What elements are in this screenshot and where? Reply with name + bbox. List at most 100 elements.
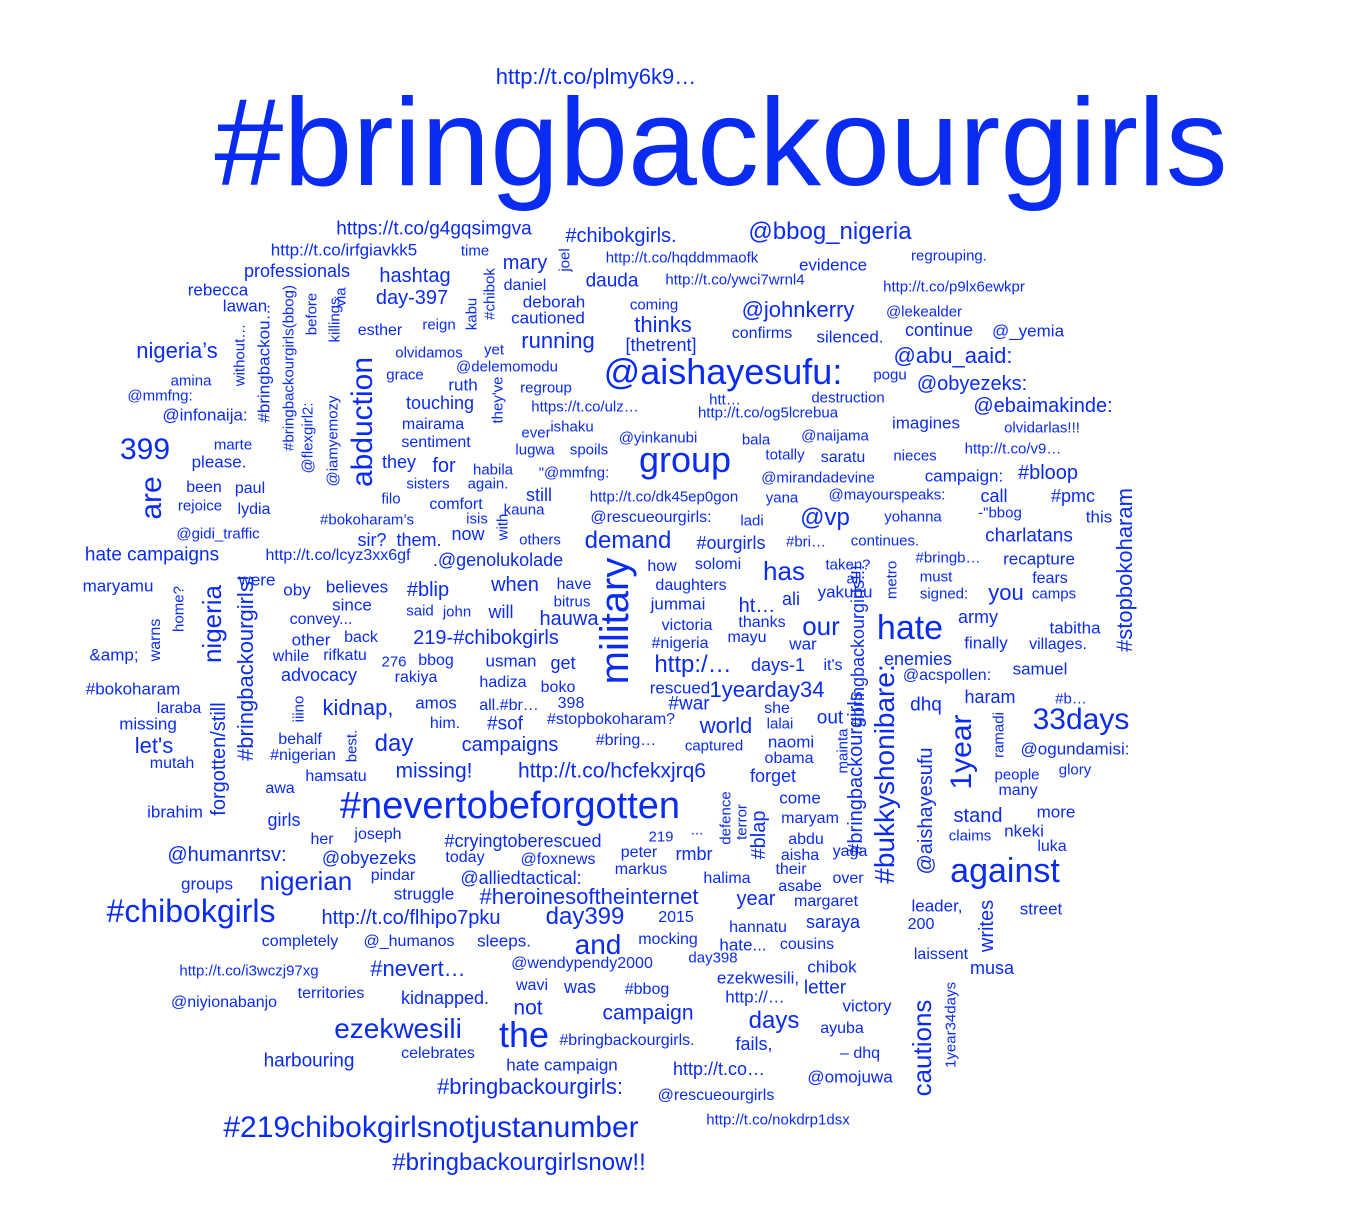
cloud-word: imagines xyxy=(891,413,961,433)
cloud-word: @delemomodu xyxy=(456,358,558,376)
cloud-word: deborah xyxy=(522,292,586,312)
cloud-word: #bringbackourgirls: xyxy=(437,1074,623,1099)
cloud-word: daniel xyxy=(503,277,547,294)
cloud-word: @iamyemozy xyxy=(324,395,342,487)
cloud-word: #sof xyxy=(487,713,523,735)
cloud-word: have xyxy=(556,576,592,593)
cloud-word: signed: xyxy=(919,585,969,603)
cloud-word: when xyxy=(491,574,539,596)
cloud-word: spoils xyxy=(569,441,609,459)
cloud-word: home? xyxy=(170,586,188,632)
cloud-word: http://t.co/hqddmmaofk xyxy=(605,249,759,267)
cloud-word: charlatans xyxy=(985,525,1073,547)
cloud-word: with xyxy=(494,513,512,541)
cloud-word: them. xyxy=(396,530,442,550)
cloud-word: #b… xyxy=(1055,690,1087,708)
cloud-word: groups xyxy=(181,874,233,894)
cloud-word: hate xyxy=(876,609,944,647)
cloud-word: villages. xyxy=(1029,636,1087,653)
cloud-word: cautioned xyxy=(511,308,585,328)
cloud-word: before xyxy=(303,292,321,336)
cloud-word: yet xyxy=(483,341,505,359)
cloud-word: haram xyxy=(964,687,1016,707)
cloud-word: rebecca xyxy=(187,280,249,300)
cloud-word: ruth xyxy=(448,375,478,395)
cloud-word: writes xyxy=(976,899,998,953)
cloud-word: abduction xyxy=(346,356,379,488)
cloud-word: again. xyxy=(467,475,509,493)
cloud-word: hadiza xyxy=(479,674,527,691)
cloud-word: you xyxy=(988,580,1024,605)
cloud-word: 33days xyxy=(1032,703,1130,736)
cloud-word: #cryingtoberescued xyxy=(444,831,602,851)
cloud-word: believes xyxy=(325,577,389,597)
cloud-word: @humanrtsv: xyxy=(167,844,287,866)
cloud-word: abdu xyxy=(788,831,824,848)
cloud-word: @obyezeks xyxy=(321,848,417,868)
cloud-word: http://t.co/i3wczj97xg xyxy=(179,962,319,980)
cloud-word: while xyxy=(272,648,310,665)
cloud-word: day-397 xyxy=(375,287,449,309)
cloud-word: "@mmfng: xyxy=(538,464,610,482)
cloud-word: @ogundamisi: xyxy=(1020,739,1130,759)
cloud-word: they xyxy=(381,452,417,472)
cloud-word: @naijama xyxy=(801,427,869,445)
cloud-word: ibrahim xyxy=(147,802,203,822)
cloud-word: asabe xyxy=(778,878,822,895)
cloud-word: habila xyxy=(472,461,514,479)
cloud-word: http://t.co/p9lx6ewkpr xyxy=(883,278,1025,296)
cloud-word: completely xyxy=(261,933,339,950)
cloud-word: against xyxy=(950,852,1060,890)
cloud-word: nieces xyxy=(893,447,937,465)
cloud-word: recapture xyxy=(1003,549,1075,569)
cloud-word: http://t.co/ywci7wrnl4 xyxy=(665,271,805,289)
cloud-word: all xyxy=(846,570,862,588)
cloud-word: .@genolukolade xyxy=(432,550,564,570)
cloud-word: best. xyxy=(343,729,361,763)
cloud-word: forget xyxy=(749,766,797,786)
cloud-word: #bringbackourgirls(bbog) xyxy=(280,285,298,451)
cloud-word: oby xyxy=(283,580,311,600)
cloud-word: solomi xyxy=(694,556,742,573)
cloud-word: silenced. xyxy=(816,327,884,347)
cloud-word: rakiya xyxy=(394,669,438,686)
cloud-word: yana xyxy=(765,489,799,507)
cloud-word: group xyxy=(638,439,732,480)
cloud-word: @johnkerry xyxy=(741,297,855,322)
cloud-word: days-1 xyxy=(750,655,806,675)
cloud-word: army xyxy=(958,607,998,627)
cloud-word: rmbr xyxy=(675,844,713,864)
cloud-word: fails, xyxy=(735,1034,773,1054)
cloud-word: ezekwesili xyxy=(334,1013,462,1044)
cloud-word: #bokoharam’s xyxy=(320,511,414,529)
cloud-word: she xyxy=(764,700,790,717)
cloud-word: lawan xyxy=(222,296,268,316)
cloud-word: comfort xyxy=(429,496,483,513)
cloud-word: @mirandadevine xyxy=(761,469,875,487)
cloud-word: and xyxy=(574,929,622,960)
cloud-word: aisha xyxy=(780,847,820,864)
cloud-word: coming xyxy=(629,296,679,314)
cloud-word: @abu_aaid: xyxy=(893,343,1013,368)
cloud-word: hate campaign xyxy=(506,1055,618,1075)
cloud-word: rifkatu xyxy=(323,647,367,664)
cloud-word: http://t.co… xyxy=(672,1059,766,1079)
cloud-word: naomi xyxy=(767,732,815,752)
cloud-word: mocking xyxy=(638,931,698,948)
cloud-word: #bringb… xyxy=(915,549,981,567)
cloud-word: thanks xyxy=(738,614,786,631)
cloud-word: #pmc xyxy=(1050,486,1096,506)
cloud-word: @yinkanubi xyxy=(618,429,698,447)
cloud-word: back xyxy=(344,629,378,646)
cloud-word: nkeki xyxy=(1004,821,1044,841)
cloud-word: http://t.co/flhipo7pku xyxy=(321,907,501,929)
cloud-word: 1year xyxy=(945,714,978,790)
cloud-word: laissent xyxy=(913,946,969,963)
cloud-word: forgotten/still xyxy=(208,702,230,816)
cloud-word: samuel xyxy=(1012,659,1068,679)
cloud-word: awa xyxy=(265,780,295,797)
cloud-word: http://t.co/plmy6k9… xyxy=(495,64,697,89)
cloud-word: saraya xyxy=(805,912,861,932)
cloud-word: said xyxy=(406,602,434,620)
cloud-word: #bloop xyxy=(1017,462,1079,484)
